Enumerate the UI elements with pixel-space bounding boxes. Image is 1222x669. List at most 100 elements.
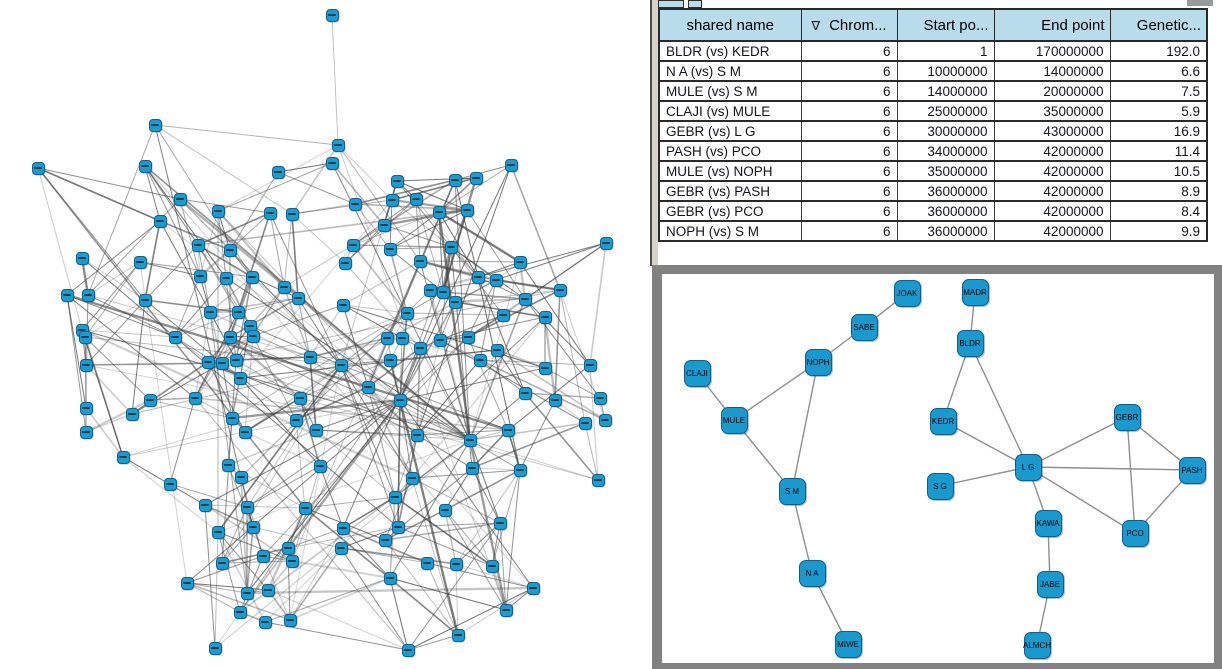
filter-icon[interactable]: ∇: [811, 17, 821, 33]
network-node[interactable]: [334, 541, 348, 555]
network-node[interactable]: [591, 473, 605, 487]
network-node[interactable]: [78, 330, 92, 344]
table-cell[interactable]: 16.9: [1109, 120, 1208, 142]
table-cell[interactable]: 6: [800, 180, 898, 202]
table-cell[interactable]: 42000000: [993, 220, 1111, 242]
column-header-genetic[interactable]: Genetic...: [1109, 8, 1208, 42]
network-node[interactable]: [485, 559, 499, 573]
network-node[interactable]: [473, 353, 487, 367]
network-node[interactable]: [153, 214, 167, 228]
network-node[interactable]: [401, 643, 415, 657]
network-node[interactable]: [449, 557, 463, 571]
subnetwork-edge[interactable]: [1027, 416, 1128, 468]
subnetwork-node-l-g[interactable]: L G: [1014, 453, 1042, 481]
table-cell[interactable]: GEBR (vs) PASH: [658, 180, 802, 202]
table-cell[interactable]: 42000000: [993, 200, 1111, 222]
table-cell[interactable]: 30000000: [896, 120, 995, 142]
network-node[interactable]: [395, 331, 409, 345]
network-node[interactable]: [490, 343, 504, 357]
network-node[interactable]: [238, 425, 252, 439]
network-node[interactable]: [246, 329, 260, 343]
table-cell[interactable]: 8.9: [1109, 180, 1208, 202]
network-node[interactable]: [463, 433, 477, 447]
subnetwork-node-s-m[interactable]: S M: [778, 477, 806, 505]
table-cell[interactable]: 6: [800, 120, 898, 142]
network-node[interactable]: [285, 554, 299, 568]
network-node[interactable]: [390, 174, 404, 188]
table-cell[interactable]: 34000000: [896, 140, 995, 162]
subnetwork-node-pco[interactable]: PCO: [1121, 519, 1149, 547]
network-node[interactable]: [281, 541, 295, 555]
network-node[interactable]: [493, 516, 507, 530]
network-node[interactable]: [346, 238, 360, 252]
network-node[interactable]: [223, 330, 237, 344]
network-node[interactable]: [383, 571, 397, 585]
table-cell[interactable]: 5.9: [1109, 100, 1208, 122]
network-node[interactable]: [436, 285, 450, 299]
network-node[interactable]: [81, 288, 95, 302]
subnetwork-node-bldr[interactable]: BLDR: [956, 329, 984, 357]
table-cell[interactable]: 9.9: [1109, 220, 1208, 242]
network-node[interactable]: [433, 333, 447, 347]
subnetwork-edge[interactable]: [1027, 466, 1136, 534]
table-cell[interactable]: NOPH (vs) S M: [658, 220, 802, 242]
network-node[interactable]: [233, 605, 247, 619]
network-node[interactable]: [125, 407, 139, 421]
subnetwork-edge[interactable]: [1126, 416, 1136, 534]
table-cell[interactable]: 25000000: [896, 100, 995, 122]
network-node[interactable]: [388, 490, 402, 504]
network-node[interactable]: [383, 353, 397, 367]
table-cell[interactable]: 6: [800, 200, 898, 222]
network-node[interactable]: [438, 503, 452, 517]
subnetwork-edge[interactable]: [939, 466, 1029, 487]
network-node[interactable]: [258, 615, 272, 629]
table-cell[interactable]: MULE (vs) NOPH: [658, 160, 802, 182]
subnetwork-node-noph[interactable]: NOPH: [804, 348, 832, 376]
table-cell[interactable]: 6: [800, 80, 898, 102]
network-node[interactable]: [334, 358, 348, 372]
subnetwork-node-madr[interactable]: MADR: [961, 278, 989, 306]
network-node[interactable]: [263, 206, 277, 220]
subnetwork-edge[interactable]: [791, 490, 813, 574]
table-cell[interactable]: BLDR (vs) KEDR: [658, 40, 802, 62]
subnetwork-node-pash[interactable]: PASH: [1178, 456, 1206, 484]
table-cell[interactable]: 8.4: [1109, 200, 1208, 222]
table-cell[interactable]: 170000000: [993, 40, 1111, 62]
network-node[interactable]: [163, 477, 177, 491]
network-node[interactable]: [289, 413, 303, 427]
network-node[interactable]: [538, 361, 552, 375]
subnetwork-node-gebr[interactable]: GEBR: [1113, 403, 1141, 431]
table-cell[interactable]: 36000000: [896, 200, 995, 222]
network-node[interactable]: [215, 556, 229, 570]
main-network-panel[interactable]: [0, 0, 650, 669]
network-node[interactable]: [215, 356, 229, 370]
column-header-shared-name[interactable]: shared name: [658, 8, 802, 42]
table-cell[interactable]: 42000000: [993, 160, 1111, 182]
network-node[interactable]: [208, 641, 222, 655]
subnetwork-node-kawa[interactable]: KAWA: [1034, 509, 1062, 537]
column-header-chrom[interactable]: ∇ Chrom...: [800, 8, 898, 42]
network-node[interactable]: [548, 393, 562, 407]
network-node[interactable]: [391, 520, 405, 534]
network-node[interactable]: [336, 298, 350, 312]
network-node[interactable]: [448, 295, 462, 309]
network-node[interactable]: [348, 197, 362, 211]
network-node[interactable]: [413, 254, 427, 268]
network-node[interactable]: [361, 380, 375, 394]
network-node[interactable]: [518, 386, 532, 400]
network-node[interactable]: [336, 521, 350, 535]
network-node[interactable]: [138, 159, 152, 173]
table-cell[interactable]: 20000000: [993, 80, 1111, 102]
table-cell[interactable]: 1: [896, 40, 995, 62]
network-node[interactable]: [309, 423, 323, 437]
network-node[interactable]: [173, 192, 187, 206]
network-node[interactable]: [460, 203, 474, 217]
network-node[interactable]: [285, 207, 299, 221]
network-node[interactable]: [219, 271, 233, 285]
network-node[interactable]: [303, 350, 317, 364]
network-node[interactable]: [380, 331, 394, 345]
network-node[interactable]: [234, 470, 248, 484]
network-node[interactable]: [451, 628, 465, 642]
network-node[interactable]: [405, 471, 419, 485]
network-node[interactable]: [271, 165, 285, 179]
